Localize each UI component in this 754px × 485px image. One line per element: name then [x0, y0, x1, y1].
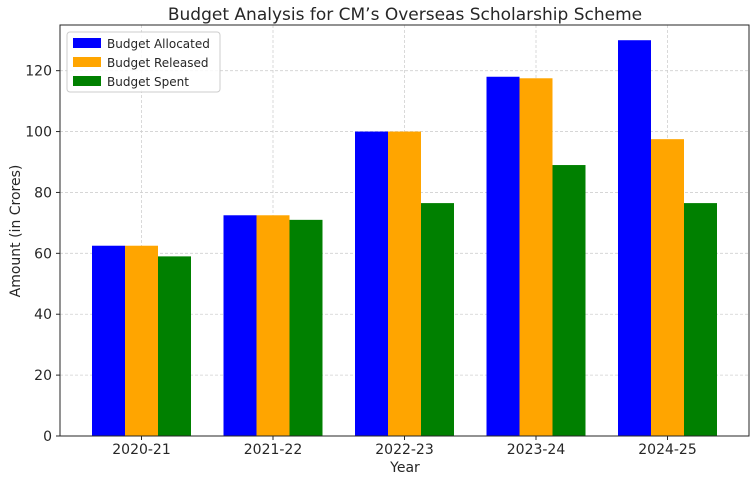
bar-budget-allocated [618, 40, 651, 436]
legend-label: Budget Spent [107, 75, 189, 89]
bar-budget-spent [289, 219, 323, 436]
x-axis-label: Year [389, 460, 420, 476]
bars [92, 40, 717, 437]
y-tick-label: 0 [43, 429, 52, 445]
legend-swatch [73, 76, 101, 86]
bar-budget-allocated [486, 76, 520, 436]
bar-budget-released [256, 215, 290, 436]
y-tick-label: 120 [25, 64, 52, 80]
y-tick-label: 60 [34, 246, 52, 262]
y-tick-label: 80 [34, 185, 52, 201]
y-tick-label: 100 [25, 125, 52, 141]
bar-budget-spent [552, 165, 586, 437]
x-tick-label: 2022-23 [375, 442, 434, 458]
y-axis-label: Amount (in Crores) [8, 165, 24, 298]
bar-budget-allocated [92, 245, 125, 436]
bar-budget-allocated [223, 215, 257, 436]
legend-label: Budget Allocated [107, 37, 210, 51]
x-tick-label: 2021-22 [244, 442, 303, 458]
y-tick-label: 40 [34, 307, 52, 323]
bar-budget-released [125, 245, 158, 436]
plot-frame [59, 24, 750, 437]
bar-budget-spent [421, 203, 454, 436]
legend-swatch [73, 38, 101, 48]
legend: Budget Allocated Budget Released Budget Sp… [66, 31, 221, 93]
axes: 0 20 40 60 80 100 120 2020-21 2021-22 2022-23 2023… [25, 24, 750, 458]
bar-budget-released [519, 78, 553, 437]
x-tick-label: 2020-21 [112, 442, 171, 458]
bar-budget-spent [158, 256, 191, 436]
legend-swatch [73, 57, 101, 67]
bar-budget-released [388, 131, 421, 437]
legend-box [66, 31, 221, 93]
x-tick-label: 2024-25 [638, 442, 697, 458]
chart-title: Budget Analysis for CM’s Overseas Schola… [168, 5, 642, 25]
y-tick-label: 20 [34, 368, 52, 384]
bar-budget-released [651, 139, 684, 436]
x-tick-label: 2023-24 [507, 442, 566, 458]
bar-budget-allocated [355, 131, 388, 437]
bar-budget-spent [684, 203, 717, 436]
legend-label: Budget Released [107, 56, 208, 70]
